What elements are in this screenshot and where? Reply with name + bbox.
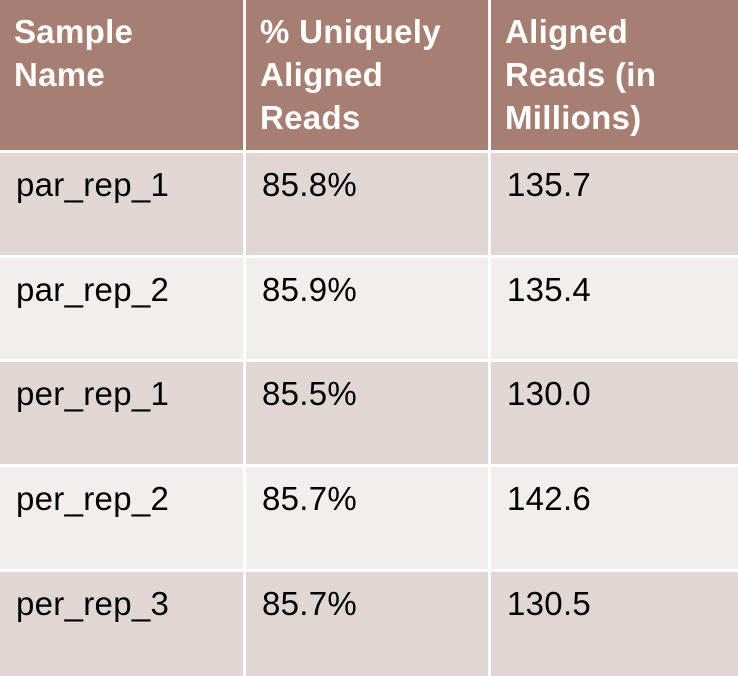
table-cell-reads: 130.0 — [491, 362, 738, 467]
column-header-aligned-reads: Aligned Reads (in Millions) — [491, 0, 738, 153]
table-cell-reads: 130.5 — [491, 572, 738, 676]
table-cell-percent: 85.7% — [246, 572, 491, 676]
table-cell-sample: per_rep_3 — [0, 572, 246, 676]
table-cell-percent: 85.5% — [246, 362, 491, 467]
table-cell-percent: 85.8% — [246, 153, 491, 258]
column-header-uniquely-aligned: % Uniquely Aligned Reads — [246, 0, 491, 153]
table-cell-sample: par_rep_2 — [0, 258, 246, 362]
table-cell-percent: 85.7% — [246, 467, 491, 572]
table-cell-reads: 135.7 — [491, 153, 738, 258]
column-header-sample-name: Sample Name — [0, 0, 246, 153]
table-cell-sample: per_rep_2 — [0, 467, 246, 572]
table-cell-sample: per_rep_1 — [0, 362, 246, 467]
table-cell-reads: 142.6 — [491, 467, 738, 572]
table-cell-percent: 85.9% — [246, 258, 491, 362]
table-cell-reads: 135.4 — [491, 258, 738, 362]
table-cell-sample: par_rep_1 — [0, 153, 246, 258]
